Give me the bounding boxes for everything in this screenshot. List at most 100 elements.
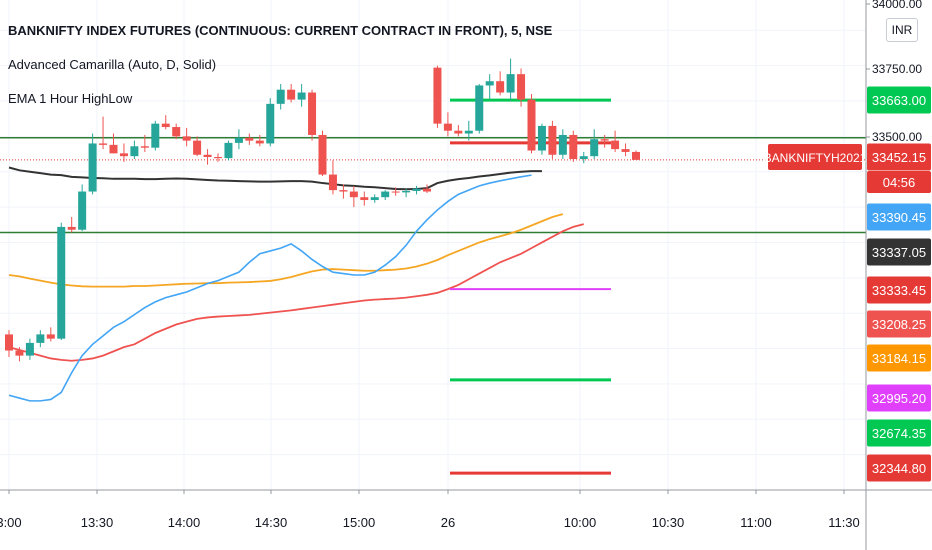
- y-tick-label: 33750.00: [872, 62, 922, 76]
- y-tick-label: 33500.00: [872, 130, 922, 144]
- y-tick-label: 34000.00: [872, 0, 922, 11]
- candle-body[interactable]: [172, 127, 181, 137]
- candle-body[interactable]: [632, 151, 640, 160]
- indicator-ema-label[interactable]: EMA 1 Hour HighLow: [8, 91, 133, 106]
- candle-body[interactable]: [475, 85, 484, 131]
- candle-body[interactable]: [88, 143, 97, 192]
- candle-body[interactable]: [454, 130, 463, 134]
- axis-value-label: 32995.20: [872, 391, 926, 406]
- candle-body[interactable]: [527, 99, 536, 151]
- candle-body[interactable]: [297, 92, 306, 100]
- axis-value-label-bg: [867, 171, 931, 193]
- candle-body[interactable]: [423, 188, 431, 192]
- x-tick-label: 14:30: [255, 515, 288, 530]
- candle-body[interactable]: [57, 226, 66, 339]
- candle-body[interactable]: [287, 89, 296, 100]
- candle-body[interactable]: [443, 123, 452, 131]
- axis-value-label-bg: [867, 344, 931, 372]
- candle-body[interactable]: [433, 67, 442, 124]
- candle-body[interactable]: [255, 140, 264, 144]
- candle-body[interactable]: [600, 139, 609, 141]
- currency-badge[interactable]: INR: [886, 18, 918, 42]
- candle-body[interactable]: [621, 149, 630, 152]
- candle-body[interactable]: [569, 134, 578, 160]
- candle-body[interactable]: [78, 191, 87, 230]
- candle-body[interactable]: [537, 125, 546, 151]
- candle-body[interactable]: [391, 191, 400, 193]
- x-tick-label: 10:00: [564, 515, 597, 530]
- candle-body[interactable]: [370, 197, 379, 201]
- axis-value-label: 33184.15: [872, 351, 926, 366]
- candle-body[interactable]: [276, 89, 285, 104]
- ema-orange-line: [8, 213, 564, 288]
- candle-body[interactable]: [161, 123, 170, 128]
- candle-body[interactable]: [517, 74, 526, 100]
- axis-value-label-bg: [867, 454, 931, 482]
- candle-body[interactable]: [611, 140, 620, 150]
- x-tick-label: 15:00: [343, 515, 376, 530]
- candle-body[interactable]: [214, 157, 222, 159]
- candle-body[interactable]: [203, 154, 212, 158]
- candle-body[interactable]: [130, 146, 139, 157]
- axis-value-label: 33663.00: [872, 93, 926, 108]
- candle-body[interactable]: [464, 130, 473, 134]
- candle-body[interactable]: [266, 103, 275, 144]
- candle-body[interactable]: [579, 156, 588, 160]
- candle-body[interactable]: [318, 134, 327, 175]
- candle-body[interactable]: [496, 81, 505, 93]
- candle-body[interactable]: [590, 139, 599, 157]
- candle-body[interactable]: [548, 125, 557, 155]
- candle-body[interactable]: [151, 123, 160, 148]
- candle-body[interactable]: [506, 74, 515, 93]
- candle-body[interactable]: [15, 350, 24, 356]
- x-tick-label: 26: [441, 515, 455, 530]
- ema-black-line: [8, 166, 542, 191]
- axis-value-label: 33337.05: [872, 245, 926, 260]
- x-tick-label: 10:30: [652, 515, 685, 530]
- axis-value-label: 33452.15: [872, 150, 926, 165]
- x-tick-label: 3:00: [0, 515, 22, 530]
- candle-body[interactable]: [339, 190, 348, 192]
- axis-value-label: 33390.45: [872, 210, 926, 225]
- indicator-camarilla-label[interactable]: Advanced Camarilla (Auto, D, Solid): [8, 57, 217, 72]
- candle-body[interactable]: [140, 146, 149, 148]
- ema-red-line: [8, 223, 584, 362]
- axis-value-label: 04:56: [883, 175, 916, 190]
- candle-body[interactable]: [412, 188, 421, 191]
- axis-value-label: 33333.45: [872, 283, 926, 298]
- axis-value-label-bg: [867, 238, 931, 266]
- candle-body[interactable]: [46, 334, 55, 339]
- candle-body[interactable]: [381, 191, 390, 198]
- candle-body[interactable]: [182, 136, 191, 141]
- symbol-tag-label: BANKNIFTYH2021: [764, 151, 867, 165]
- candle-body[interactable]: [402, 190, 411, 193]
- candle-body[interactable]: [25, 342, 34, 356]
- candle-body[interactable]: [558, 134, 567, 155]
- axis-value-label-bg: [867, 203, 931, 231]
- candle-body[interactable]: [234, 137, 243, 143]
- candle-body[interactable]: [36, 334, 45, 343]
- chart-title: BANKNIFTY INDEX FUTURES (CONTINUOUS: CUR…: [8, 23, 553, 38]
- axis-value-label-bg: [867, 419, 931, 447]
- candle-body[interactable]: [308, 92, 317, 135]
- x-tick-label: 11:00: [740, 515, 772, 530]
- symbol-tag-bg: [768, 144, 862, 170]
- candle-body[interactable]: [119, 153, 128, 157]
- x-tick-label: 11:30: [828, 515, 860, 530]
- candle-body[interactable]: [245, 137, 254, 141]
- candle-body[interactable]: [193, 140, 202, 155]
- axis-value-label-bg: [867, 143, 931, 171]
- axis-value-label-bg: [867, 310, 931, 338]
- candle-body[interactable]: [328, 174, 337, 191]
- candle-body[interactable]: [5, 334, 13, 351]
- candle-body[interactable]: [349, 191, 358, 198]
- candle-body[interactable]: [109, 144, 118, 154]
- candle-body[interactable]: [99, 143, 108, 145]
- x-tick-label: 14:00: [168, 515, 201, 530]
- candle-body[interactable]: [485, 81, 494, 86]
- candle-body[interactable]: [360, 197, 369, 201]
- ema-blue-line: [8, 174, 532, 402]
- candle-body[interactable]: [67, 226, 76, 230]
- candle-body[interactable]: [224, 142, 233, 159]
